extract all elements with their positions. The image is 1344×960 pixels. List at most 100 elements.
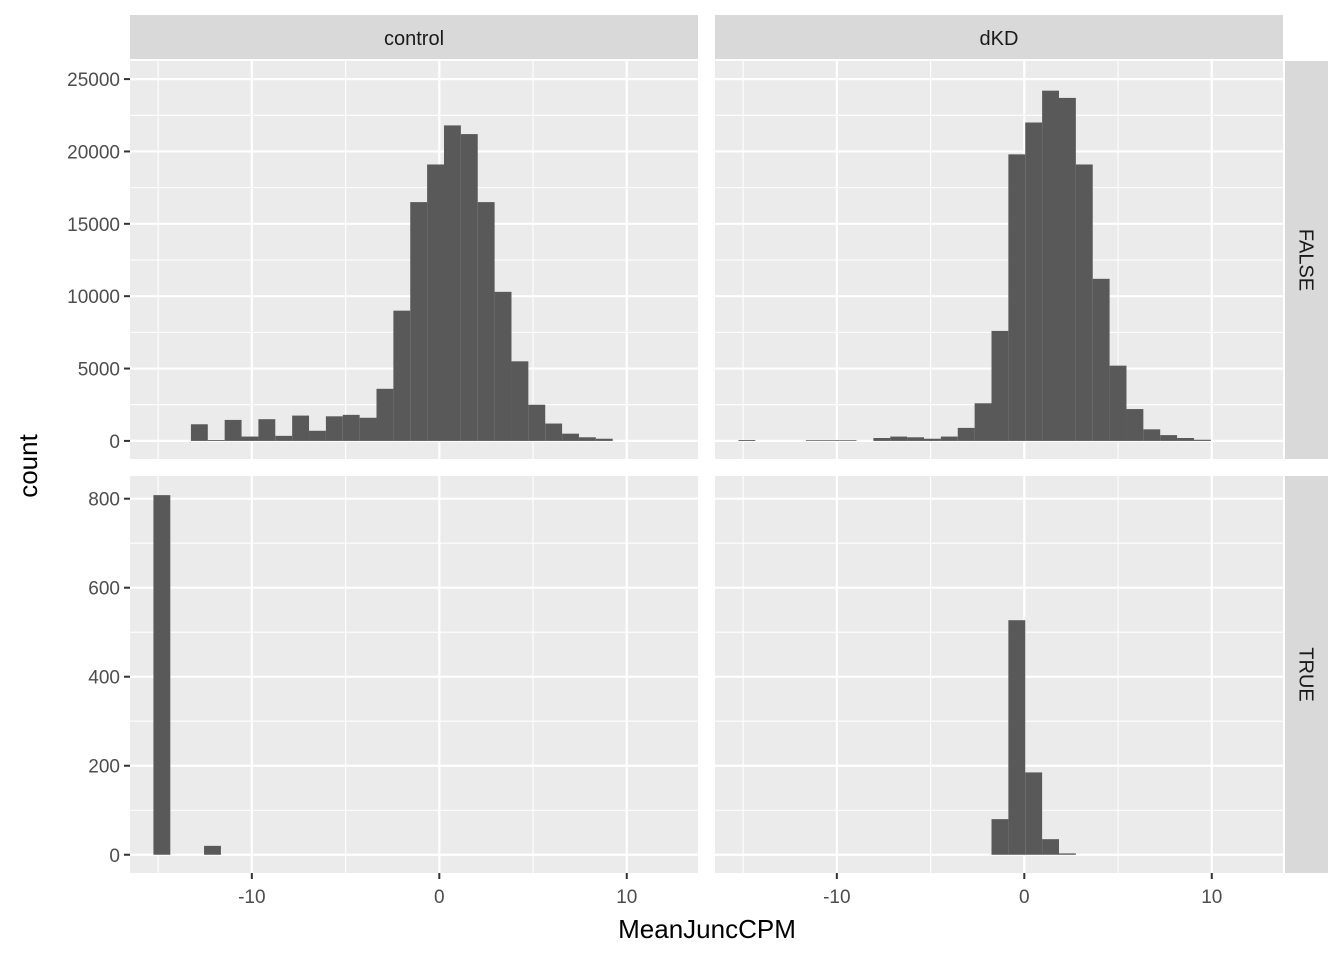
histogram-bar xyxy=(494,291,512,441)
histogram-bar xyxy=(890,436,908,441)
bars-dKD-TRUE xyxy=(991,620,1076,855)
histogram-bar xyxy=(1160,435,1178,441)
histogram-bar xyxy=(1092,278,1110,441)
histogram-bar xyxy=(376,388,394,441)
histogram-bar xyxy=(393,310,411,441)
histogram-bar xyxy=(562,433,579,441)
x-axis-control: -10 0 10 xyxy=(238,873,637,908)
histogram-bar xyxy=(359,417,377,441)
histogram-bar xyxy=(873,438,891,441)
y-tick-label: 20000 xyxy=(67,142,120,163)
strip-background xyxy=(715,15,1283,59)
histogram-bar xyxy=(1143,429,1161,441)
histogram-bar xyxy=(1008,154,1026,441)
x-tick-label: 10 xyxy=(616,887,637,908)
histogram-bar xyxy=(241,436,259,441)
histogram-bar xyxy=(460,134,478,441)
y-tick-label: 400 xyxy=(88,668,120,689)
histogram-bar xyxy=(940,436,958,441)
panels-layer xyxy=(130,61,1283,873)
histogram-bar xyxy=(1042,839,1059,855)
histogram-bar xyxy=(595,438,613,441)
panel-background xyxy=(715,476,1283,873)
strip-background xyxy=(1285,61,1328,459)
histogram-bar xyxy=(528,404,546,441)
histogram-bar xyxy=(907,437,925,441)
column-strip-control: control xyxy=(130,15,698,59)
axes-layer: 0 5000 10000 15000 20000 25000 0 200 400 600 800 -1… xyxy=(67,70,1222,908)
panel-background xyxy=(130,476,698,873)
histogram-bar xyxy=(822,440,840,441)
row-strip-FALSE: FALSE xyxy=(1285,61,1328,459)
histogram-bar xyxy=(974,403,992,441)
histogram-bar xyxy=(1008,620,1026,855)
histogram-bar xyxy=(957,427,975,441)
histogram-bar xyxy=(545,423,563,441)
y-tick-label: 0 xyxy=(109,846,120,867)
histogram-bar xyxy=(1058,97,1076,441)
y-tick-label: 15000 xyxy=(67,215,120,236)
histogram-bar xyxy=(805,440,823,441)
histogram-bar xyxy=(924,438,941,441)
strip-background xyxy=(1285,476,1328,873)
histogram-bar xyxy=(991,819,1009,855)
histogram-bar xyxy=(342,414,360,441)
histogram-bar xyxy=(292,415,310,441)
histogram-bar xyxy=(410,202,428,441)
x-tick-label: -10 xyxy=(238,887,265,908)
histogram-bar xyxy=(275,435,293,441)
histogram-bar xyxy=(224,419,242,441)
histogram-bar xyxy=(1042,90,1059,441)
histogram-bar xyxy=(511,361,529,441)
y-tick-label: 600 xyxy=(88,579,120,600)
column-strip-dKD: dKD xyxy=(715,15,1283,59)
histogram-bar xyxy=(1058,853,1076,855)
x-tick-label: 0 xyxy=(1019,887,1030,908)
y-tick-label: 5000 xyxy=(78,360,120,381)
x-tick-label: -10 xyxy=(823,887,850,908)
histogram-bar xyxy=(839,440,857,441)
panel-dKD-TRUE xyxy=(715,476,1283,873)
column-strip-label: control xyxy=(384,28,444,50)
x-axis-dKD: -10 0 10 xyxy=(823,873,1222,908)
bars-dKD-FALSE xyxy=(738,90,1211,441)
y-axis-title: count xyxy=(13,433,43,497)
y-tick-label: 10000 xyxy=(67,287,120,308)
x-tick-label: 10 xyxy=(1201,887,1222,908)
histogram-bar xyxy=(1025,772,1043,855)
histogram-bar xyxy=(190,424,208,441)
histogram-bar xyxy=(153,495,171,855)
histogram-bar xyxy=(427,164,444,441)
histogram-bar xyxy=(1109,365,1127,441)
histogram-bar xyxy=(477,202,495,441)
histogram-bar xyxy=(1075,164,1093,441)
x-tick-label: 0 xyxy=(434,887,445,908)
histogram-bar xyxy=(207,440,225,441)
y-tick-label: 25000 xyxy=(67,70,120,91)
row-strip-label: FALSE xyxy=(1295,229,1317,291)
y-tick-label: 800 xyxy=(88,490,120,511)
y-axis-FALSE: 0 5000 10000 15000 20000 25000 xyxy=(67,70,130,453)
histogram-bar xyxy=(738,440,756,441)
histogram-bar xyxy=(204,845,221,855)
row-strip-TRUE: TRUE xyxy=(1285,476,1328,873)
histogram-bar xyxy=(325,416,343,441)
histogram-bar xyxy=(443,125,461,441)
histogram-bar xyxy=(1025,122,1043,441)
y-axis-TRUE: 0 200 400 600 800 xyxy=(88,490,130,867)
row-strip-label: TRUE xyxy=(1295,647,1317,701)
histogram-bar xyxy=(991,330,1009,441)
histogram-bar xyxy=(309,430,326,441)
bars-control-FALSE xyxy=(190,125,613,441)
histogram-bar xyxy=(578,437,596,441)
x-axis-title: MeanJuncCPM xyxy=(618,914,796,944)
y-tick-label: 0 xyxy=(109,432,120,453)
bars-control-TRUE xyxy=(153,495,221,855)
histogram-bar xyxy=(1177,438,1194,441)
panel-control-TRUE xyxy=(130,476,698,873)
strips-layer: control dKD FALSE TRUE xyxy=(130,15,1328,873)
strip-background xyxy=(130,15,698,59)
y-tick-label: 200 xyxy=(88,757,120,778)
column-strip-label: dKD xyxy=(980,28,1019,50)
